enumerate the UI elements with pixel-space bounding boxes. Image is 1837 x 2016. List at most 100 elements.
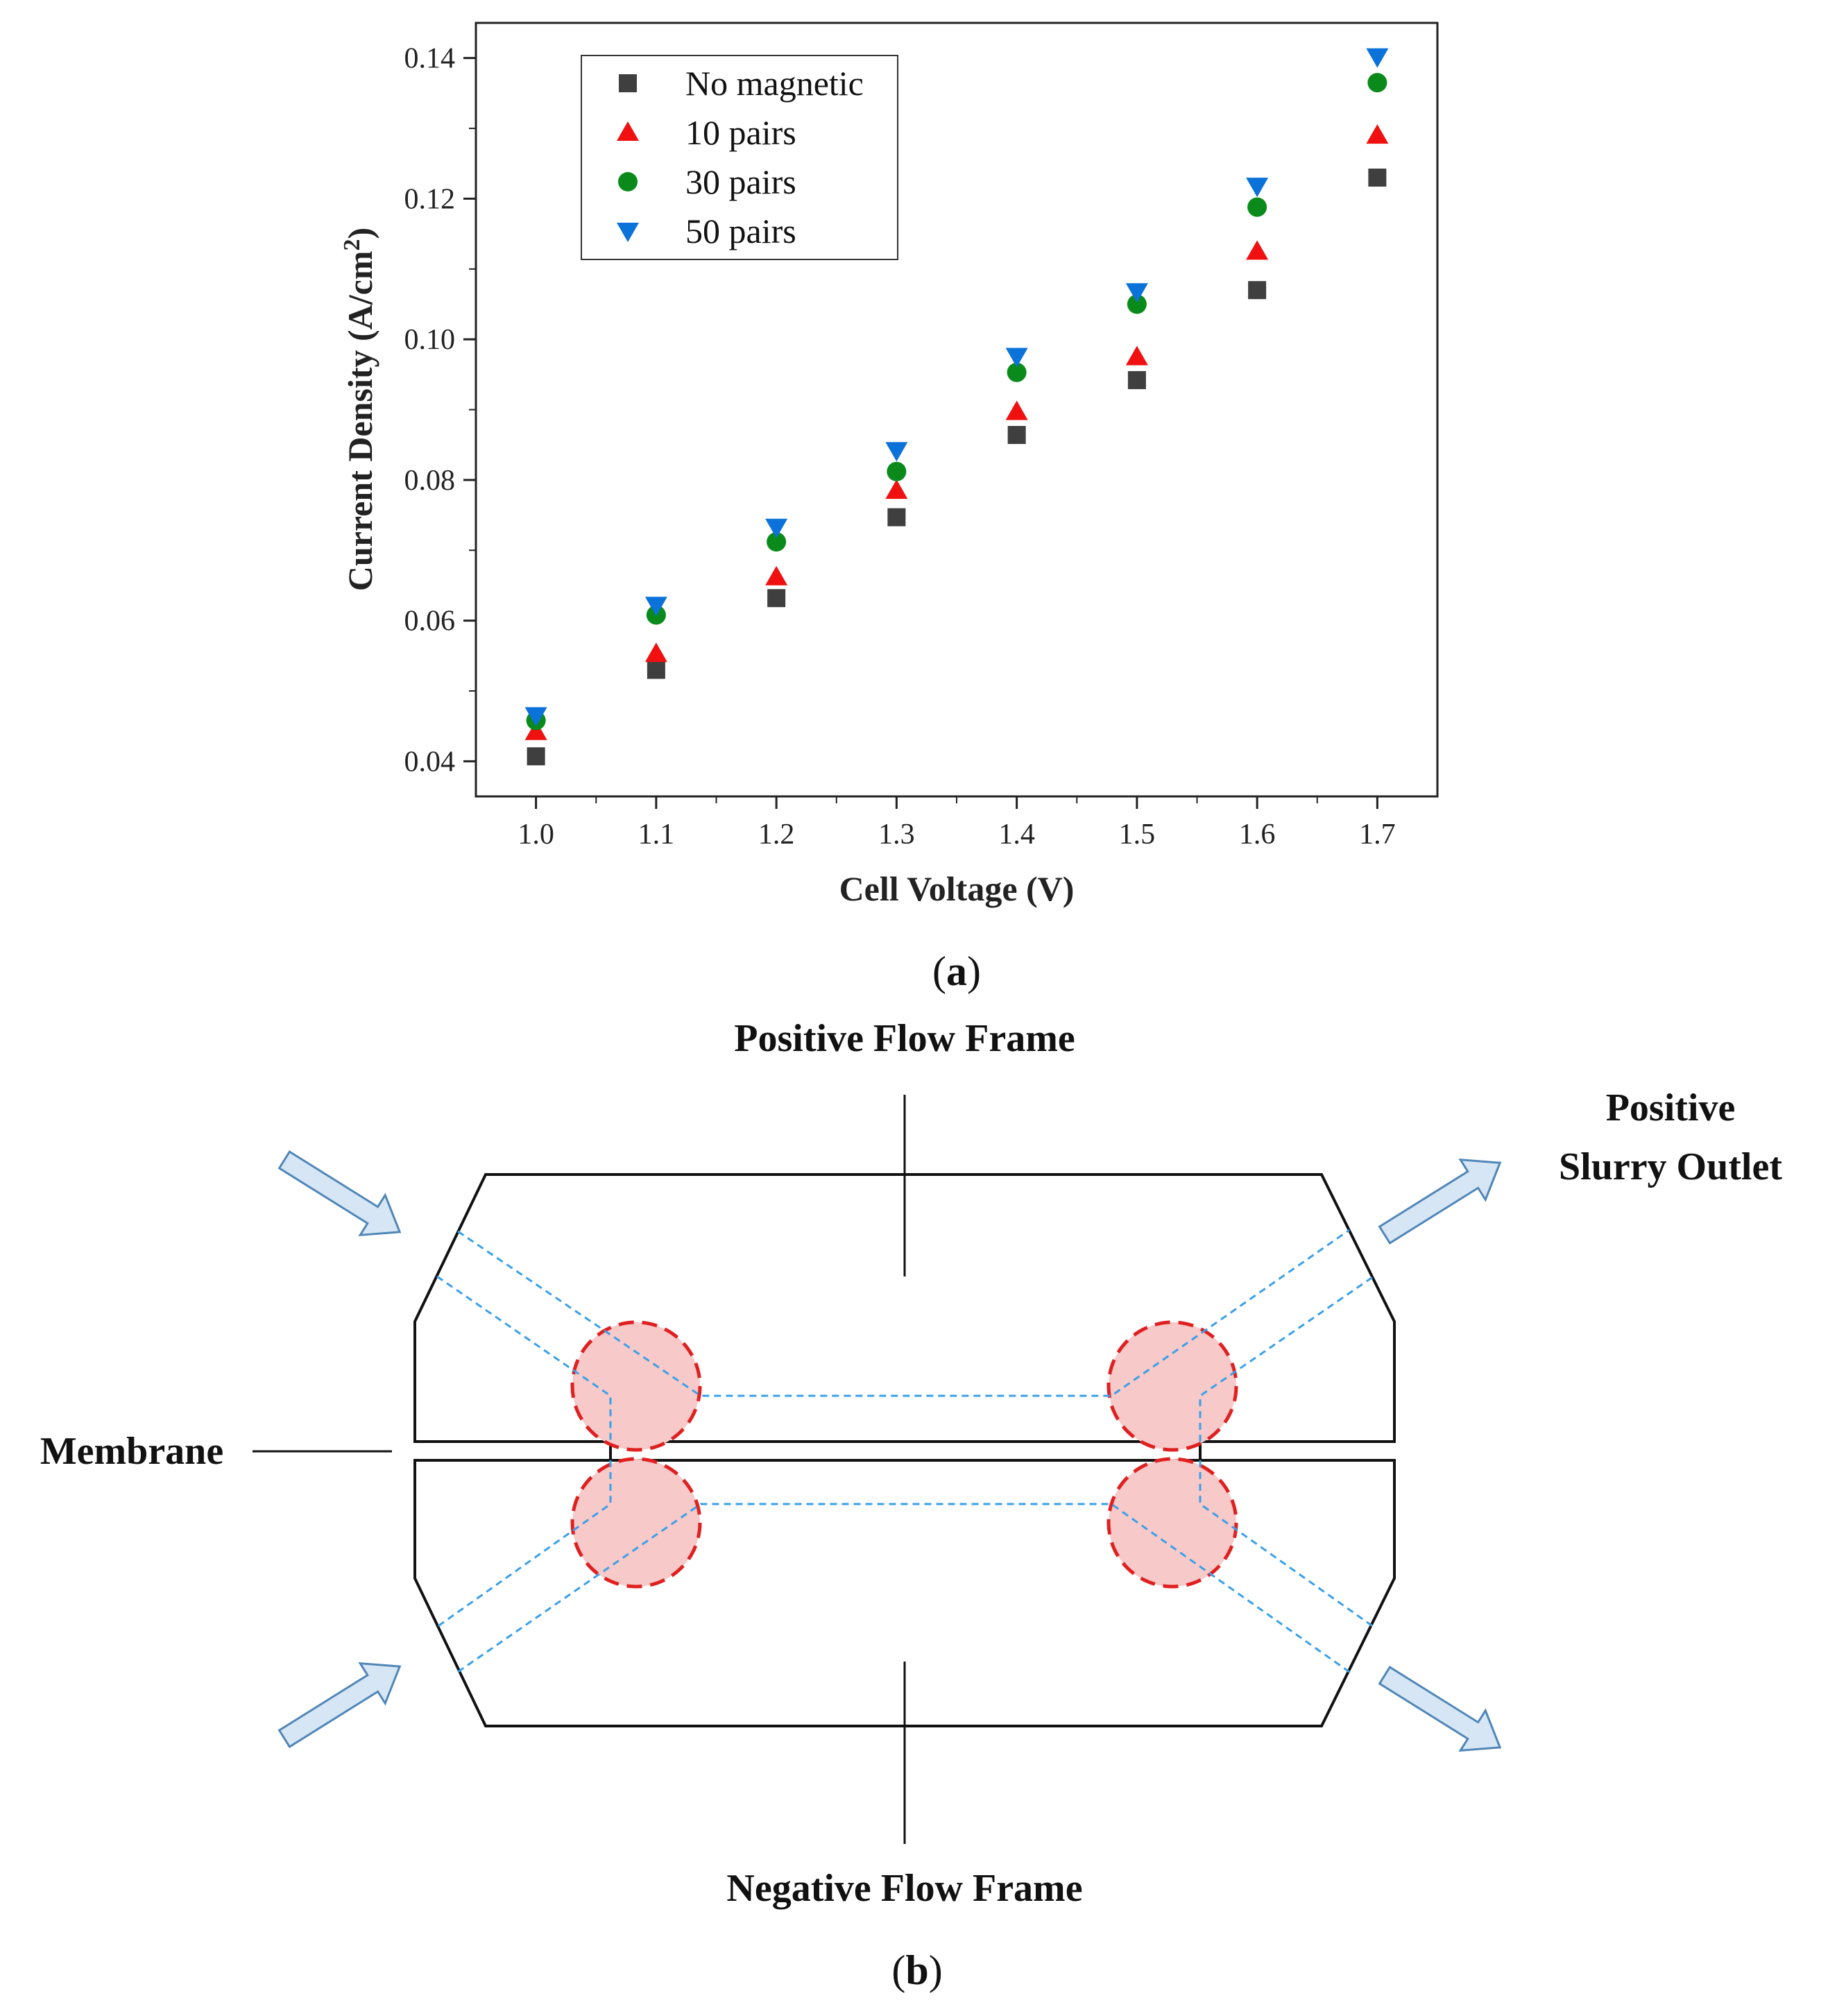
data-point	[1125, 345, 1148, 366]
data-point	[885, 479, 908, 499]
panel-b-paren-close: )	[929, 1947, 943, 1993]
positive-outlet-arrow	[1378, 1158, 1502, 1245]
data-point	[887, 461, 907, 481]
panel-a-label: (a)	[932, 948, 981, 994]
legend-label: 10 pairs	[685, 113, 796, 152]
current-density-chart: 1.0 1.1 1.2 1.3 1.4 1.5 1.6 1.7 0.04 0.06 0.08 0.1…	[339, 22, 1439, 994]
x-tick-label: 1.3	[878, 819, 915, 851]
data-point	[644, 597, 667, 617]
panel-a-paren-open: (	[932, 948, 946, 994]
data-point	[1127, 370, 1146, 389]
data-point	[1007, 425, 1026, 444]
data-point	[1005, 400, 1028, 420]
series-no-magnetic	[527, 169, 1387, 766]
y-axis: 0.04 0.06 0.08 0.10 0.12 0.14	[404, 43, 476, 778]
data-point	[1248, 281, 1267, 300]
data-point	[765, 565, 788, 586]
data-point	[1247, 197, 1267, 217]
data-point	[1368, 169, 1387, 187]
y-tick-label: 0.10	[404, 324, 456, 356]
magnet-region-bottom-left	[570, 1457, 702, 1589]
data-point	[887, 508, 906, 527]
x-tick-label: 1.7	[1359, 819, 1396, 851]
negative-flow-frame-label: Negative Flow Frame	[726, 1867, 1082, 1910]
negative-flow-frame	[413, 1459, 1396, 1727]
data-point	[647, 660, 665, 679]
data-point	[1246, 178, 1269, 198]
series-50-pairs	[524, 48, 1389, 727]
legend-label: No magnetic	[685, 64, 864, 103]
data-points	[524, 48, 1389, 766]
x-axis: 1.0 1.1 1.2 1.3 1.4 1.5 1.6 1.7	[518, 796, 1396, 851]
magnet-regions	[570, 1320, 1238, 1589]
y-tick-label: 0.14	[404, 43, 456, 75]
panel-b-letter: b	[905, 1947, 928, 1993]
legend-marker	[617, 121, 639, 141]
legend-marker	[618, 172, 638, 191]
positive-inlet-arrow	[277, 1150, 402, 1237]
data-point	[1246, 240, 1269, 260]
membrane	[609, 1440, 1202, 1462]
positive-channel-right-lower	[1199, 1275, 1374, 1442]
legend-marker	[619, 74, 637, 92]
y-axis-title: Current Density (A/cm2)	[339, 228, 379, 591]
membrane-label: Membrane	[40, 1430, 223, 1473]
data-point	[767, 532, 787, 552]
outlet-label-line2: Slurry Outlet	[1559, 1145, 1782, 1188]
y-axis-title-sup: 2	[339, 239, 365, 251]
legend-marker	[617, 223, 639, 242]
flow-frame-diagram: Positive Flow Frame Negative Flow Frame …	[40, 1017, 1783, 1993]
data-point	[524, 720, 547, 740]
y-tick-label: 0.08	[404, 465, 456, 497]
data-point	[767, 589, 786, 608]
positive-channel-upper	[457, 1229, 1350, 1397]
data-point	[644, 642, 667, 663]
data-point	[1125, 283, 1148, 303]
y-tick-label: 0.12	[404, 183, 456, 215]
positive-flow-frame	[413, 1173, 1396, 1443]
outlet-label-line1: Positive	[1606, 1086, 1736, 1129]
data-point	[1007, 362, 1027, 382]
panel-b-paren-open: (	[891, 1947, 905, 1993]
negative-channel-lower	[457, 1503, 1350, 1673]
data-point	[1127, 294, 1147, 314]
y-tick-label: 0.04	[404, 746, 456, 778]
data-point	[1367, 73, 1387, 93]
x-tick-label: 1.2	[758, 819, 795, 851]
x-axis-title: Cell Voltage (V)	[839, 869, 1075, 908]
data-point	[1005, 348, 1028, 368]
data-point	[765, 518, 788, 538]
negative-outlet-arrow	[1378, 1666, 1502, 1752]
magnet-region-top-right	[1107, 1320, 1238, 1452]
positive-flow-frame-label: Positive Flow Frame	[734, 1017, 1075, 1060]
data-point	[527, 747, 545, 766]
data-point	[885, 442, 908, 462]
panel-a-letter: a	[946, 948, 967, 994]
data-point	[1366, 124, 1389, 144]
magnet-region-top-left	[570, 1320, 702, 1452]
x-tick-label: 1.5	[1119, 819, 1156, 851]
data-point	[524, 707, 547, 727]
panel-a-paren-close: )	[967, 948, 981, 994]
legend-label: 50 pairs	[685, 212, 796, 250]
x-tick-label: 1.4	[998, 819, 1035, 851]
flow-arrows	[277, 1150, 1502, 1752]
negative-channel-right-upper	[1199, 1460, 1374, 1628]
x-tick-label: 1.0	[518, 819, 554, 851]
x-tick-label: 1.6	[1239, 819, 1276, 851]
y-axis-title-main: Current Density (A/cm	[341, 251, 379, 592]
positive-channel-left-lower	[436, 1275, 612, 1442]
legend: No magnetic 10 pairs 30 pairs 50 pairs	[581, 55, 898, 260]
flow-channels	[436, 1229, 1374, 1673]
panel-b-label: (b)	[891, 1947, 942, 1993]
legend-label: 30 pairs	[685, 162, 796, 201]
data-point	[1366, 48, 1389, 68]
y-tick-label: 0.06	[404, 606, 456, 638]
negative-inlet-arrow	[277, 1662, 402, 1748]
x-tick-label: 1.1	[638, 819, 675, 851]
negative-channel-left-upper	[436, 1460, 612, 1628]
y-axis-title-close: )	[341, 228, 379, 239]
series-10-pairs	[524, 124, 1389, 740]
magnet-region-bottom-right	[1107, 1457, 1238, 1589]
